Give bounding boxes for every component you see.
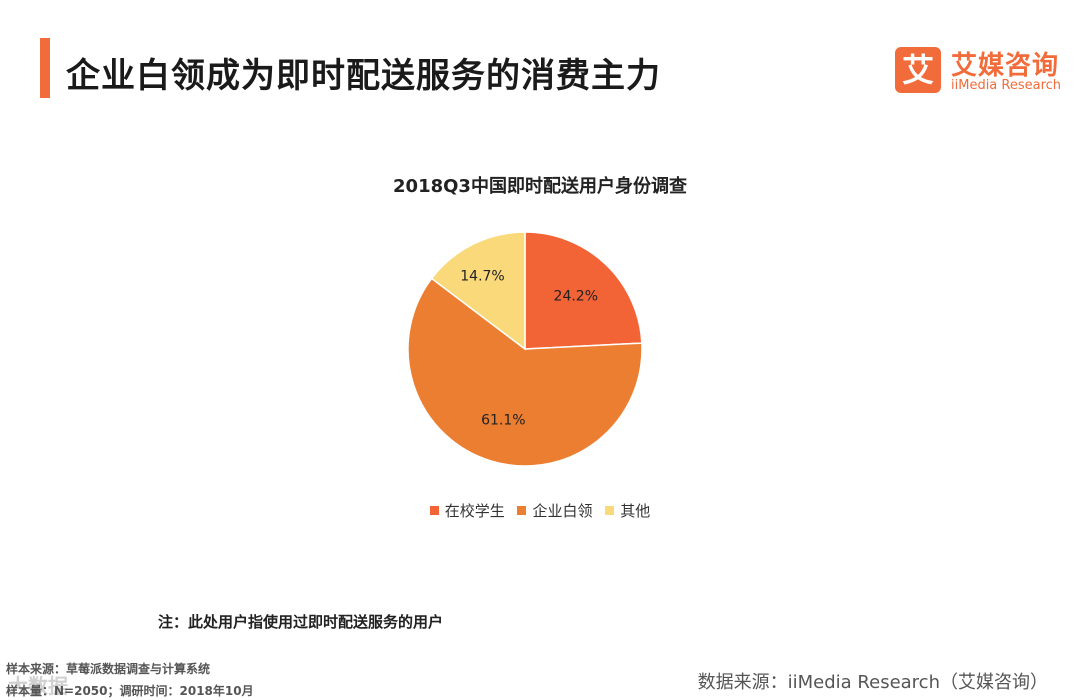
sample-source: 样本来源：草莓派数据调查与计算系统 bbox=[6, 662, 211, 676]
legend-swatch bbox=[517, 506, 527, 515]
legend-label: 企业白领 bbox=[532, 502, 593, 520]
legend-swatch bbox=[605, 506, 615, 515]
pie-data-label-2: 61.1% bbox=[481, 412, 525, 428]
data-source: 数据来源：iiMedia Research（艾媒咨询） bbox=[697, 672, 1048, 693]
sample-size: 样本量：N=2050；调研时间：2018年10月 bbox=[6, 684, 254, 698]
chart-legend: 在校学生 企业白领 其他 bbox=[0, 500, 1080, 521]
pie-slice-1 bbox=[524, 231, 643, 350]
legend-item-students: 在校学生 bbox=[429, 500, 505, 521]
pie-slice-2 bbox=[407, 277, 643, 467]
legend-item-white-collar: 企业白领 bbox=[517, 500, 593, 521]
footnote: 注：此处用户指使用过即时配送服务的用户 bbox=[158, 613, 444, 631]
pie-data-label-3: 14.7% bbox=[460, 269, 504, 285]
pie-slice-3 bbox=[430, 231, 526, 351]
legend-item-other: 其他 bbox=[605, 500, 650, 521]
logo-mark-icon: 艾 bbox=[895, 47, 941, 93]
title-accent-bar bbox=[40, 38, 50, 98]
logo-name-cn: 艾媒咨询 bbox=[951, 51, 1060, 81]
pie-data-label-1: 24.2% bbox=[554, 289, 598, 305]
chart-title: 2018Q3中国即时配送用户身份调查 bbox=[393, 176, 687, 197]
legend-swatch bbox=[429, 506, 439, 515]
legend-label: 其他 bbox=[620, 502, 651, 520]
page-title: 企业白领成为即时配送服务的消费主力 bbox=[66, 56, 661, 96]
legend-label: 在校学生 bbox=[444, 502, 505, 520]
logo-name-en: iiMedia Research bbox=[951, 78, 1062, 93]
watermark: 大数据 bbox=[8, 674, 68, 698]
brand-logo: 艾 艾媒咨询 iiMedia Research bbox=[895, 47, 1065, 97]
